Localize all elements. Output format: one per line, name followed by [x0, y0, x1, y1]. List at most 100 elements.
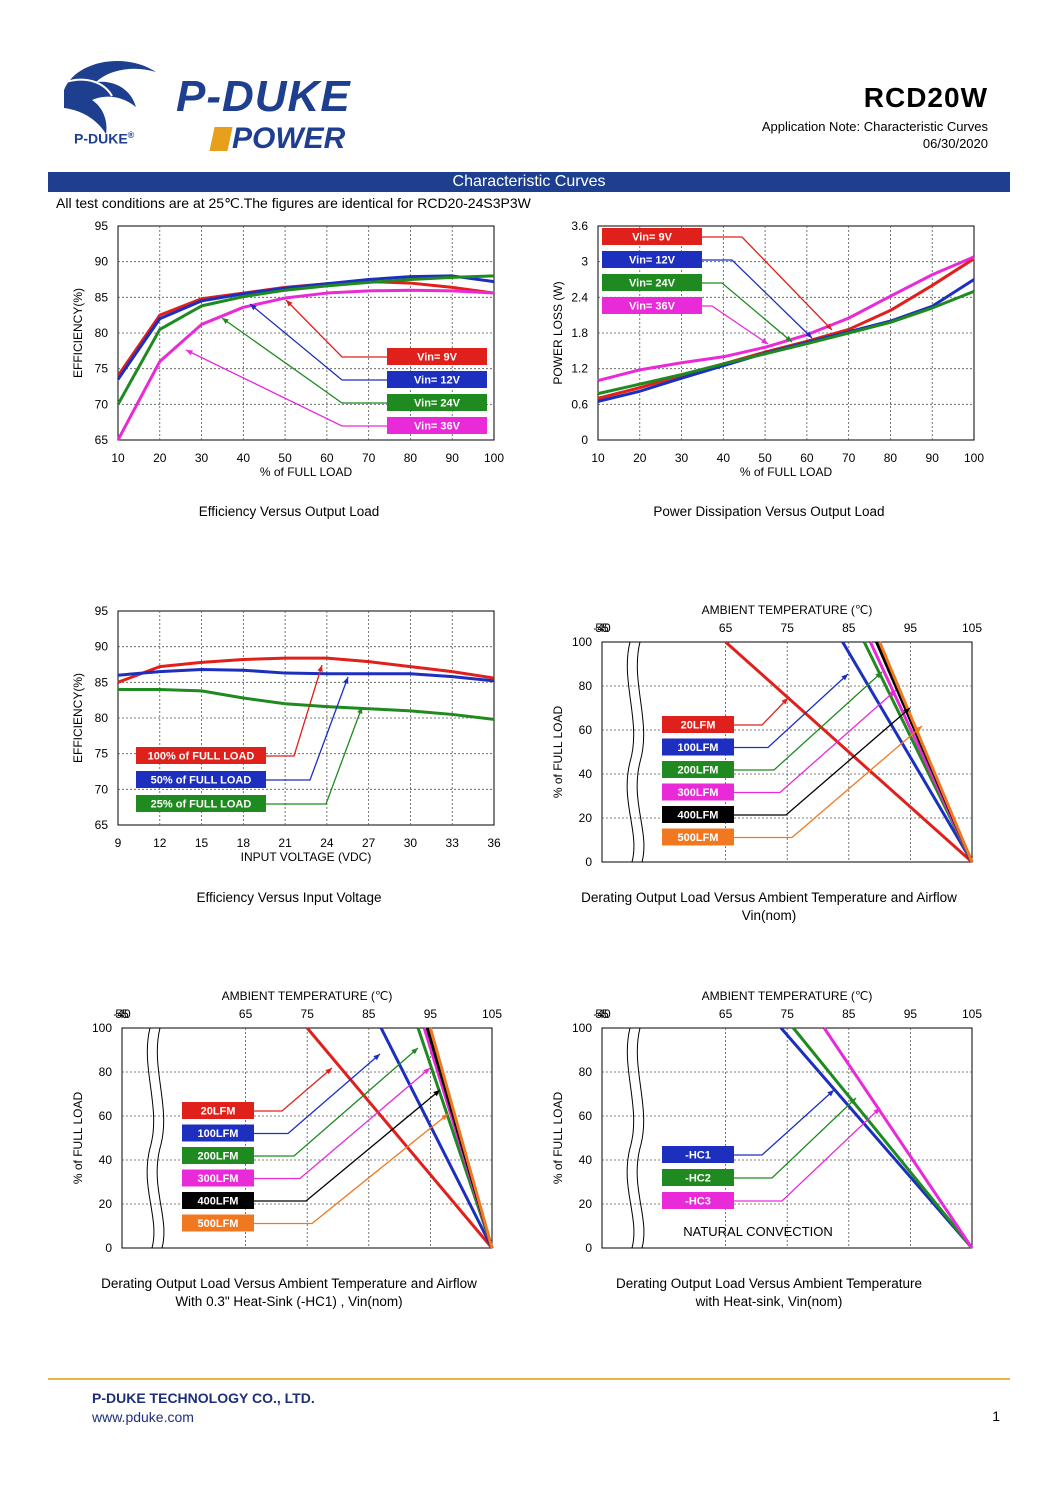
y-tick-label: 2.4: [571, 290, 588, 304]
y-tick-label: 85: [95, 675, 109, 689]
y-tick-label: 20: [579, 1197, 593, 1211]
y-axis-label: % of FULL LOAD: [551, 706, 565, 799]
x-tick-label: 75: [781, 1007, 795, 1021]
y-tick-label: 3: [581, 255, 588, 269]
legend-arrow-4: [433, 1090, 440, 1097]
chart-derating-heatsink-hc1: AMBIENT TEMPERATURE (℃) -40 55 65 75 85 95 105 0…: [50, 986, 520, 1266]
x-tick-label: 90: [446, 451, 460, 465]
y-tick-label: 0: [585, 1241, 592, 1255]
legend-label-2: 25% of FULL LOAD: [151, 799, 252, 811]
caption-derating-heatsink: Derating Output Load Versus Ambient Temp…: [616, 1276, 922, 1309]
legend-label-2-box: [662, 1192, 734, 1209]
legend-leader-1: [254, 1053, 381, 1135]
y-tick-label: 90: [95, 640, 109, 654]
legend-label-0: 100% of FULL LOAD: [148, 751, 255, 763]
x-tick-label: 55: [115, 1007, 129, 1021]
x-tick-label: 30: [404, 836, 418, 850]
y-tick-label: 80: [579, 1065, 593, 1079]
y-tick-label: 40: [579, 767, 593, 781]
legend-arrow-1: [250, 304, 257, 311]
x-tick-label: 15: [195, 836, 209, 850]
legend-label-0: Vin= 9V: [632, 232, 673, 244]
series-line-0: [117, 656, 495, 684]
x-tick-label: 75: [781, 621, 795, 635]
legend-label-1-box: [602, 251, 702, 268]
legend-arrow-0: [825, 323, 832, 330]
chart-power-loss: 10 20 30 40 50 60 70 80 90 100 0 0.6 1.2 1.8 2.4 3 3.6 % …: [530, 219, 1000, 500]
legend-arrow-5: [915, 726, 922, 733]
x-tick-label: -40: [593, 1007, 611, 1021]
legend-label-0-box: [662, 1146, 734, 1163]
legend-leader-1: [266, 676, 349, 781]
legend-label-4-box: [662, 806, 734, 823]
legend-label-1: Vin= 12V: [629, 255, 676, 267]
y-tick-label: 80: [95, 326, 109, 340]
y-tick-label: 100: [572, 635, 592, 649]
x-tick-label: 100: [964, 451, 984, 465]
legend-label-3: 300LFM: [198, 1173, 239, 1185]
y-tick-label: 70: [95, 782, 109, 796]
axis-break-left: [146, 1027, 155, 1249]
legend-leader-3: [702, 305, 769, 345]
x-tick-label: 50: [278, 451, 292, 465]
x-tick-label: 80: [884, 451, 898, 465]
y-tick-label: 100: [92, 1021, 112, 1035]
y-tick-label: 20: [99, 1197, 113, 1211]
legend-label-0-box: [182, 1102, 254, 1119]
legend-arrow-0: [286, 300, 293, 307]
legend-arrow-2: [785, 335, 792, 342]
series-line-2: [597, 289, 975, 396]
series-line-1: [117, 667, 495, 683]
legend-leader-1: [734, 1097, 857, 1179]
caption-power-loss: Power Dissipation Versus Output Load: [653, 504, 885, 519]
series-line-3: [116, 288, 495, 441]
logo-power: POWER: [209, 122, 345, 156]
x-tick-label: 95: [904, 1007, 918, 1021]
legend-leader-4: [734, 707, 911, 816]
axis-break-right: [636, 1027, 645, 1249]
top-axis-label: AMBIENT TEMPERATURE (℃): [702, 989, 873, 1003]
x-tick-label: 85: [842, 1007, 856, 1021]
series-line-5: [878, 641, 974, 863]
legend-label-2-box: [662, 761, 734, 778]
legend-label-0-box: [602, 228, 702, 245]
legend-leader-2: [702, 282, 793, 343]
legend-leader-5: [734, 725, 923, 839]
axis-break-left: [626, 641, 635, 863]
legend-label-0: Vin= 9V: [417, 352, 458, 364]
y-tick-label: 80: [99, 1065, 113, 1079]
logo-brand: P-DUKE: [176, 72, 351, 121]
x-tick-label: 10: [591, 451, 605, 465]
legend-label-1: 100LFM: [198, 1128, 239, 1140]
series-line-2: [118, 687, 495, 721]
legend-label-2: 200LFM: [198, 1151, 239, 1163]
legend-arrow-2: [411, 1048, 418, 1055]
x-tick-label: 27: [362, 836, 376, 850]
y-tick-label: 40: [99, 1153, 113, 1167]
x-tick-label: 105: [962, 621, 982, 635]
legend-label-1: 50% of FULL LOAD: [151, 775, 252, 787]
x-tick-label: 10: [111, 451, 125, 465]
footer-url[interactable]: www.pduke.com: [92, 1409, 194, 1425]
caption-derating-hc1: Derating Output Load Versus Ambient Temp…: [101, 1276, 477, 1309]
legend-arrow-3: [423, 1068, 430, 1075]
legend-arrow-0: [325, 1068, 332, 1075]
x-tick-label: 55: [595, 1007, 609, 1021]
legend-label-5: 500LFM: [678, 832, 719, 844]
y-tick-label: 3.6: [571, 219, 588, 233]
x-tick-label: 50: [758, 451, 772, 465]
legend-leader-2: [221, 317, 387, 404]
legend-label-3: Vin= 36V: [414, 421, 461, 433]
legend-label-2-box: [136, 795, 266, 812]
legend-leader-0: [702, 236, 833, 331]
legend-label-1-box: [387, 371, 487, 388]
legend-label-0-box: [387, 348, 487, 365]
legend-label-3-box: [602, 297, 702, 314]
series-line-0: [724, 640, 973, 864]
legend-label-4-box: [182, 1192, 254, 1209]
legend-label-4: 400LFM: [678, 810, 719, 822]
legend-label-3-box: [182, 1169, 254, 1187]
x-tick-label: 60: [800, 451, 814, 465]
legend-arrow-4: [903, 708, 910, 715]
legend-leader-3: [185, 349, 387, 427]
